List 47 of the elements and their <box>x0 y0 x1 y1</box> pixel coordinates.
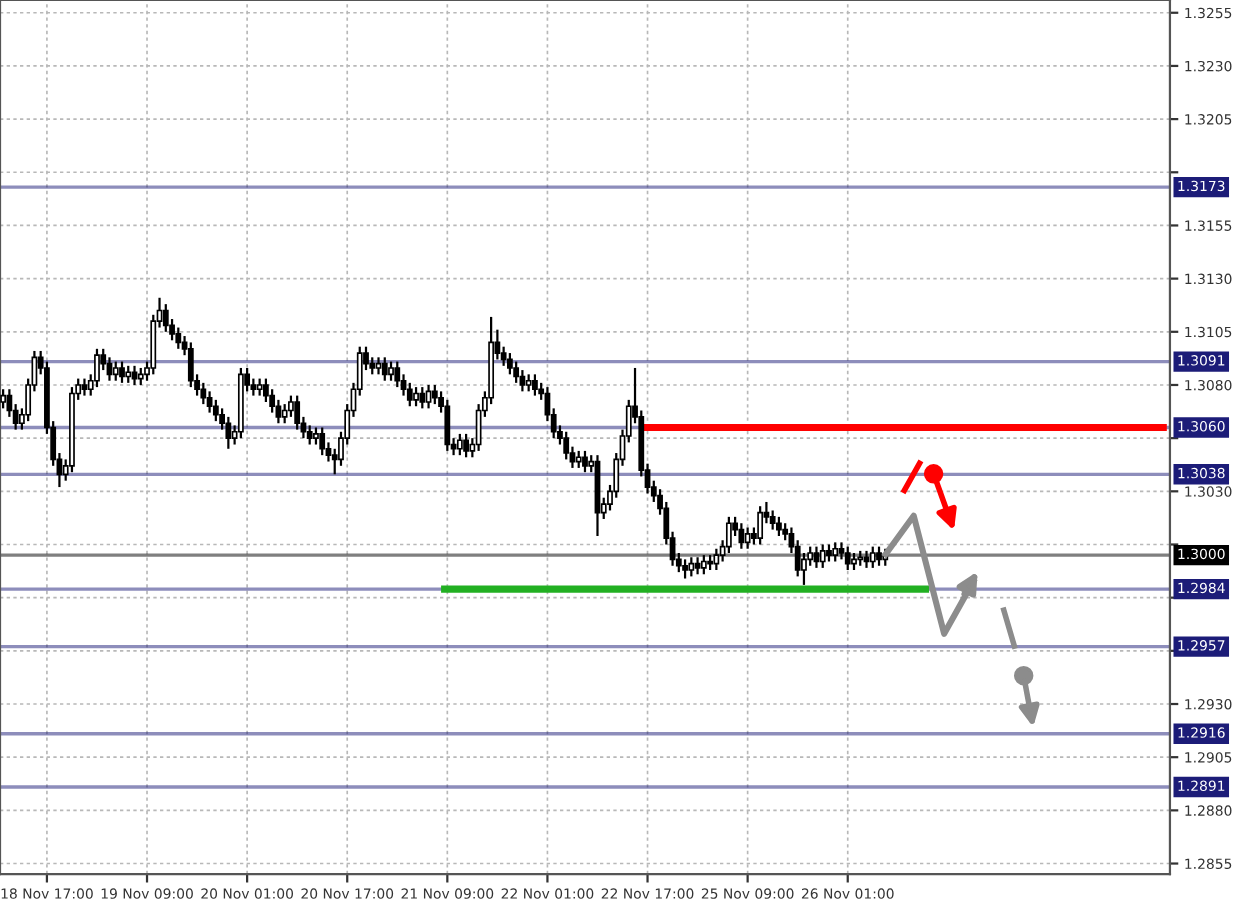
candlestick <box>801 551 807 587</box>
candlestick <box>288 394 294 418</box>
candlestick <box>119 360 125 384</box>
candlestick <box>175 326 182 350</box>
candlestick <box>419 385 426 410</box>
candlestick <box>532 373 538 397</box>
candlestick <box>463 432 469 459</box>
candlestick <box>394 360 401 389</box>
candlestick <box>869 545 876 569</box>
candlestick <box>319 426 326 457</box>
candlestick <box>381 356 388 382</box>
candlestick <box>306 424 313 446</box>
candlestick <box>876 545 882 567</box>
candlestick <box>112 360 119 382</box>
candlestick <box>757 505 764 546</box>
candlestick <box>162 303 169 333</box>
candlestick <box>406 381 413 408</box>
candlestick <box>212 398 219 423</box>
candlestick <box>713 547 720 572</box>
candlestick <box>506 351 513 376</box>
candlestick <box>456 432 463 457</box>
candlestick <box>131 364 138 387</box>
candlestick <box>769 509 776 531</box>
candlestick <box>688 556 695 578</box>
candlestick <box>225 415 232 450</box>
candlestick <box>844 545 851 572</box>
candlestick <box>187 341 194 389</box>
candlestick <box>388 360 394 382</box>
candlestick <box>513 360 520 384</box>
candlestick <box>819 543 826 569</box>
candlestick <box>700 554 707 576</box>
candlestick <box>200 381 207 406</box>
candlestick <box>281 403 288 425</box>
candlestick <box>0 388 7 410</box>
candlestick <box>738 522 745 550</box>
candlestick <box>94 347 100 389</box>
candlestick <box>725 515 732 555</box>
candlestick <box>832 541 839 563</box>
candlestick <box>431 383 438 406</box>
candlestick <box>744 526 751 550</box>
candlestick <box>444 398 451 453</box>
candlestick <box>582 449 588 474</box>
candlestick <box>563 430 570 461</box>
candlestick <box>294 394 301 431</box>
candlestick <box>413 385 419 408</box>
candlestick <box>682 558 688 580</box>
candlestick <box>776 515 782 538</box>
